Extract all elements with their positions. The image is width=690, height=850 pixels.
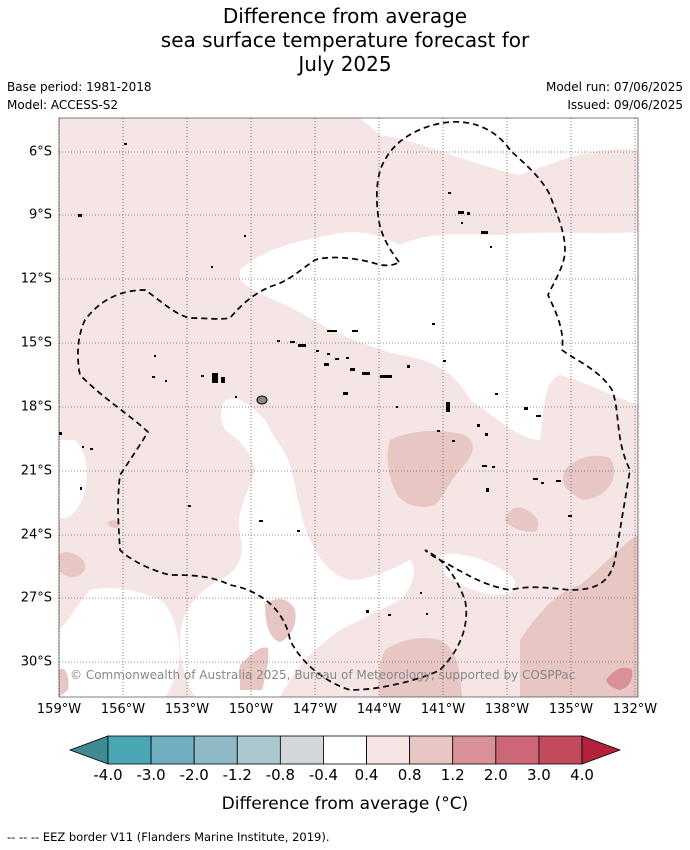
neutral-region bbox=[59, 588, 180, 697]
colorbar-segment bbox=[193, 735, 238, 765]
issued-date: Issued: 09/06/2025 bbox=[567, 98, 683, 112]
anomaly-band-0.8-1.2 bbox=[107, 520, 120, 529]
neutral-region bbox=[59, 440, 87, 519]
anomaly-band-0.8-1.2 bbox=[563, 455, 615, 500]
colorbar-tick-label: -0.8 bbox=[265, 766, 295, 784]
longitude-label: 156°W bbox=[100, 702, 146, 717]
colorbar-segment bbox=[452, 735, 497, 765]
latitude-label: 24°S bbox=[20, 527, 52, 543]
colorbar-segment bbox=[279, 735, 324, 765]
model-run: Model run: 07/06/2025 bbox=[545, 80, 683, 94]
anomaly-band-0.8-1.2 bbox=[59, 668, 69, 697]
anomaly-band-0.8-1.2 bbox=[505, 507, 539, 532]
longitude-label: 159°W bbox=[36, 702, 82, 717]
colorbar-tick-label: 0.8 bbox=[397, 766, 422, 784]
neutral-region bbox=[180, 398, 415, 697]
copyright-notice: © Commonwealth of Australia 2025, Bureau… bbox=[70, 668, 576, 682]
anomaly-band-0.8-1.2 bbox=[387, 430, 473, 507]
anomaly-band-0.8-1.2 bbox=[240, 647, 269, 690]
title-line-1: Difference from average bbox=[222, 4, 468, 28]
longitude-label: 141°W bbox=[420, 702, 466, 717]
neutral-region bbox=[440, 553, 516, 595]
longitude-label: 135°W bbox=[548, 702, 594, 717]
eez-borders bbox=[77, 121, 631, 691]
latitude-label: 9°S bbox=[28, 207, 52, 223]
colorbar-title: Difference from average (°C) bbox=[221, 794, 469, 814]
colorbar-tick-label: 2.0 bbox=[483, 766, 508, 784]
sst-anomaly-field bbox=[59, 118, 638, 697]
latitude-label: 6°S bbox=[28, 144, 52, 160]
latitude-label: 12°S bbox=[20, 271, 52, 287]
model-name: Model: ACCESS-S2 bbox=[7, 98, 119, 112]
longitude-label: 153°W bbox=[164, 702, 210, 717]
anomaly-band-0.8-1.2 bbox=[265, 598, 296, 642]
colorbar-segment bbox=[538, 735, 583, 765]
map-frame bbox=[58, 117, 639, 698]
longitude-label: 138°W bbox=[484, 702, 530, 717]
colorbar-segment bbox=[495, 735, 540, 765]
island-outlines bbox=[59, 143, 572, 616]
colorbar bbox=[68, 735, 622, 765]
colorbar-tick-label: -3.0 bbox=[136, 766, 166, 784]
meta-left: Base period: 1981-2018 Model: ACCESS-S2 bbox=[7, 78, 152, 114]
longitude-label: 150°W bbox=[228, 702, 274, 717]
colorbar-segment bbox=[366, 735, 411, 765]
colorbar-tick-label: 1.2 bbox=[440, 766, 465, 784]
colorbar-tick-label: -4.0 bbox=[93, 766, 123, 784]
latitude-label: 15°S bbox=[20, 335, 52, 351]
colorbar-tick-label: 4.0 bbox=[570, 766, 594, 784]
colorbar-segment bbox=[409, 735, 454, 765]
colorbar-segment bbox=[150, 735, 195, 765]
anomaly-band-0.8-1.2 bbox=[59, 552, 86, 578]
longitude-label: 147°W bbox=[292, 702, 338, 717]
colorbar-tick-label: -1.2 bbox=[222, 766, 252, 784]
colorbar-tick-label: 3.0 bbox=[526, 766, 551, 784]
base-period: Base period: 1981-2018 bbox=[7, 80, 152, 94]
longitude-label: 144°W bbox=[356, 702, 402, 717]
neutral-region bbox=[360, 118, 638, 175]
longitude-label: 132°W bbox=[612, 702, 658, 717]
meta-right: Model run: 07/06/2025 Issued: 09/06/2025 bbox=[546, 78, 683, 114]
eez-legend-note: -- -- -- EEZ border V11 (Flanders Marine… bbox=[7, 830, 330, 844]
colorbar-extend-low bbox=[68, 735, 109, 765]
colorbar-tick-label: -2.0 bbox=[179, 766, 209, 784]
latitude-label: 27°S bbox=[20, 590, 52, 606]
latitude-label: 21°S bbox=[20, 463, 52, 479]
neutral-region bbox=[240, 232, 638, 440]
colorbar-segment bbox=[107, 735, 152, 765]
title-line-2: sea surface temperature forecast for bbox=[160, 28, 530, 52]
latitude-label: 18°S bbox=[20, 399, 52, 415]
chart-title: Difference from average sea surface temp… bbox=[0, 4, 690, 76]
colorbar-tick-label: -0.4 bbox=[308, 766, 339, 784]
colorbar-segment bbox=[323, 735, 367, 765]
latitude-label: 30°S bbox=[20, 654, 52, 670]
anomaly-band-0.8-1.2 bbox=[378, 638, 462, 697]
colorbar-tick-label: 0.4 bbox=[354, 766, 379, 784]
anomaly-band-1.2-2.0 bbox=[606, 667, 633, 690]
colorbar-extend-high bbox=[581, 735, 622, 765]
colorbar-segment bbox=[236, 735, 281, 765]
title-line-3: July 2025 bbox=[298, 52, 392, 76]
